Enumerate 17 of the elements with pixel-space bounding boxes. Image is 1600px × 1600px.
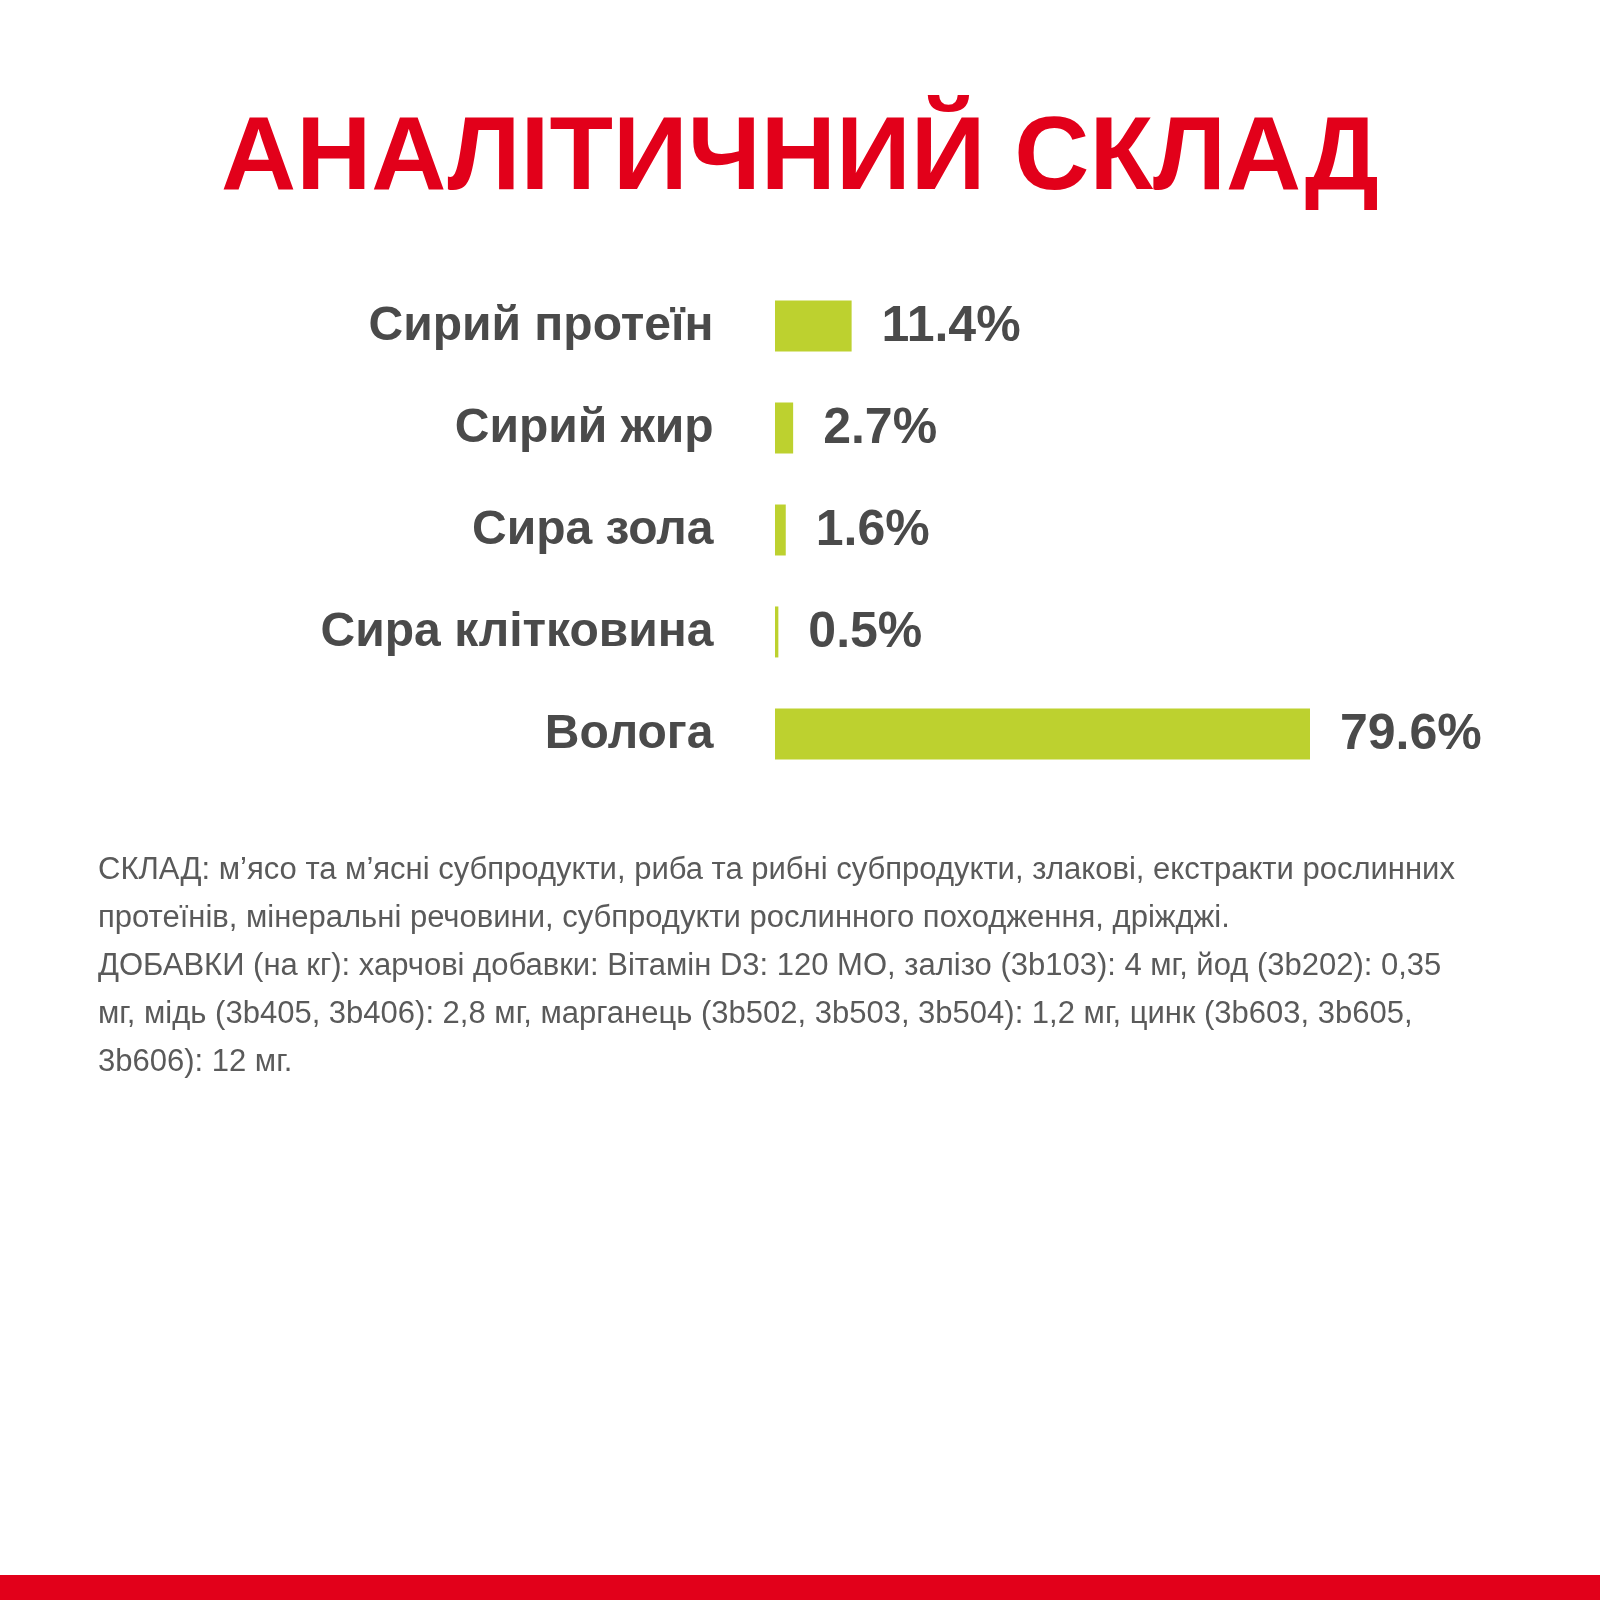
y-tick-label: Сирий жир xyxy=(454,399,714,453)
data-label: 11.4% xyxy=(881,296,1021,353)
y-tick-label: Сира клітковина xyxy=(320,602,714,656)
text: ДОБАВКИ (на кг): харчові добавки: Вітамін D3: 120 МО, залізо (3b103): 4 мг, йод (3b202): 0,35 мг, мідь (3b405, 3b406): 2,8 мг, марганець (3b502, 3b503, 3b504): 1,2 мг, цинк (3b603, 3b605, 3b606): 12 мг. xyxy=(98,946,1443,1080)
data-label: 0.5% xyxy=(808,601,923,658)
chart-title: АНАЛІТИЧНИЙ СКЛАД xyxy=(220,94,1380,213)
data-label: 2.7% xyxy=(823,398,938,455)
y-tick-label: Волога xyxy=(544,704,714,758)
bar xyxy=(775,300,852,352)
bar xyxy=(775,708,1310,760)
bar xyxy=(775,504,786,556)
data-label: 79.6% xyxy=(1340,703,1482,760)
text: СКЛАД: м’ясо та м’ясні субпродукти, риба та рибні субпродукти, злакові, екстракти рослинних протеїнів, мінеральні речовини, субпродукти рослинного походження, дріжджі. xyxy=(98,850,1456,936)
bar xyxy=(775,402,794,454)
y-tick-label: Сира зола xyxy=(472,501,714,554)
y-tick-label: Сирий протеїн xyxy=(368,297,714,351)
data-label: 1.6% xyxy=(815,500,930,556)
